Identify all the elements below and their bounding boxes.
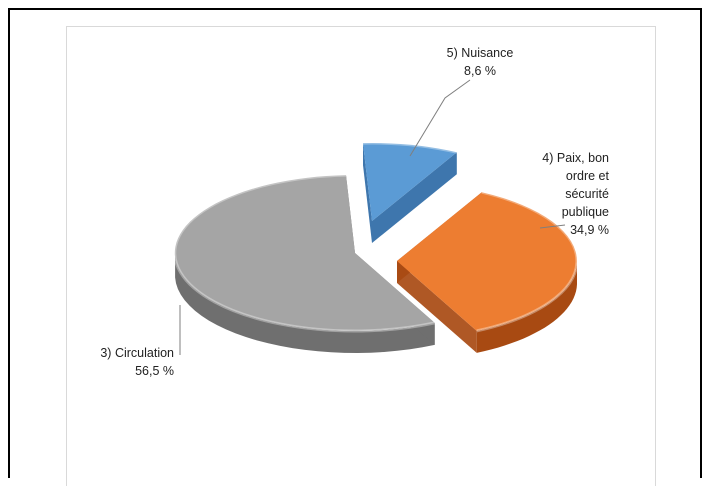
slice-top-2 (397, 192, 577, 331)
slice-cut-face-1-0 (363, 143, 372, 243)
pie-slice-1 (362, 141, 458, 243)
chart-area (66, 26, 656, 486)
slice-cut-face-2-1 (397, 261, 477, 353)
pie-slice-3 (173, 173, 436, 353)
slice-side-3 (175, 255, 435, 353)
slice-rim-2 (476, 190, 579, 333)
pie-chart: 5) Nuisance 8,6 % 4) Paix, bon ordre et sécu… (100, 46, 610, 378)
slice-value-label-3: 56,5 % (135, 364, 174, 378)
slice-top-1 (363, 143, 457, 221)
slice-top-3 (174, 175, 435, 332)
slice-side-2 (476, 262, 577, 353)
leader-line-1 (409, 79, 471, 157)
slice-name-label-2: ordre et (566, 169, 610, 183)
slice-name-label-2: publique (562, 205, 609, 219)
leader-line-2 (539, 224, 566, 229)
slice-name-label-1: 5) Nuisance (447, 46, 514, 60)
outer-frame (8, 8, 702, 486)
slice-cut-face-1-1 (372, 152, 457, 243)
slice-value-label-2: 34,9 % (570, 223, 609, 237)
pie-slice-2 (397, 190, 579, 353)
slice-name-label-2: sécurité (565, 187, 609, 201)
slice-value-label-1: 8,6 % (464, 64, 496, 78)
slice-name-label-2: 4) Paix, bon (542, 151, 609, 165)
slice-rim-1 (362, 141, 458, 154)
slice-rim-3 (173, 173, 436, 333)
slice-name-label-3: 3) Circulation (100, 346, 174, 360)
